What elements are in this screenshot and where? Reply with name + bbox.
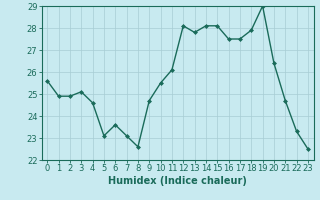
X-axis label: Humidex (Indice chaleur): Humidex (Indice chaleur) — [108, 176, 247, 186]
